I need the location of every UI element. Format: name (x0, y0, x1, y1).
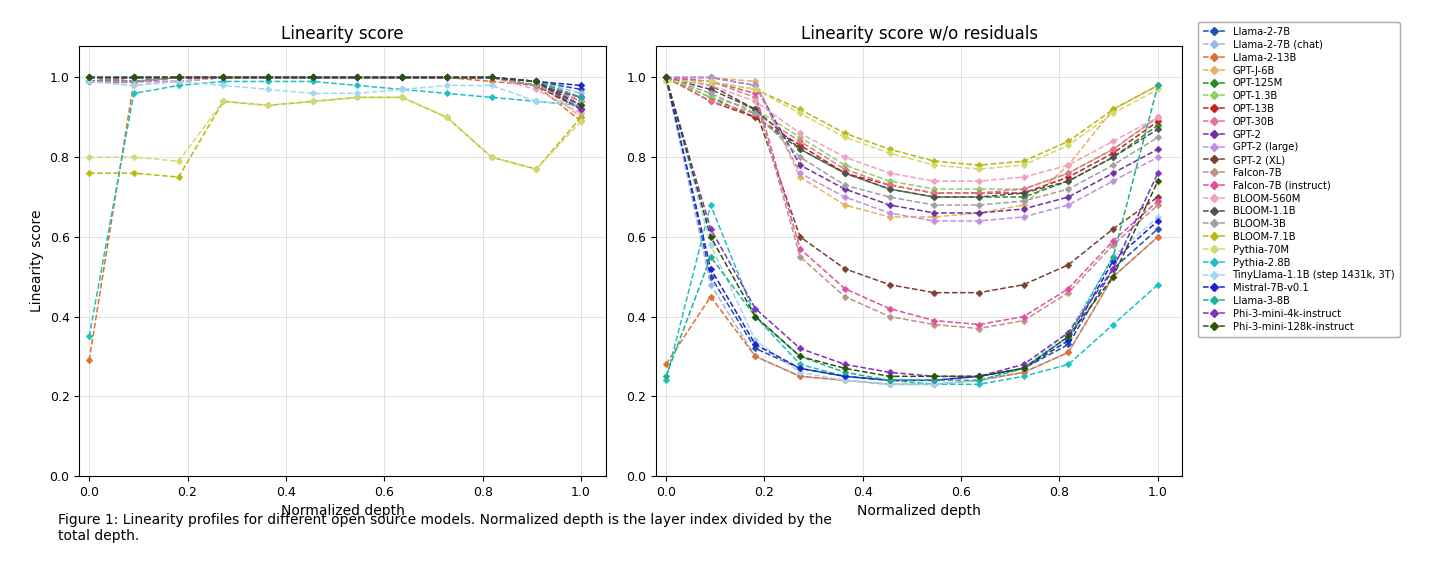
X-axis label: Normalized depth: Normalized depth (858, 504, 981, 518)
X-axis label: Normalized depth: Normalized depth (281, 504, 404, 518)
Title: Linearity score: Linearity score (281, 25, 404, 43)
Title: Linearity score w/o residuals: Linearity score w/o residuals (800, 25, 1038, 43)
Text: Figure 1: Linearity profiles for different open source models. Normalized depth : Figure 1: Linearity profiles for differe… (58, 513, 832, 543)
Y-axis label: Linearity score: Linearity score (30, 210, 45, 312)
Legend: Llama-2-7B, Llama-2-7B (chat), Llama-2-13B, GPT-J-6B, OPT-125M, OPT-1.3B, OPT-13: Llama-2-7B, Llama-2-7B (chat), Llama-2-1… (1197, 22, 1400, 336)
